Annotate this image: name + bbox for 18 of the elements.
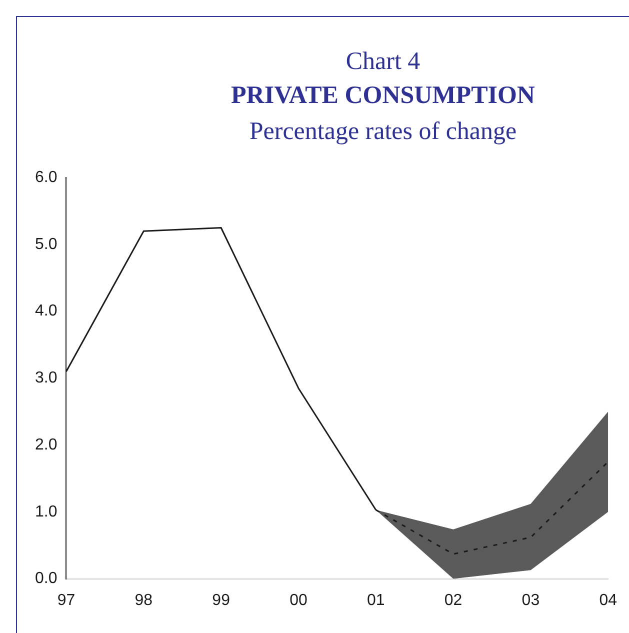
chart-title: PRIVATE CONSUMPTION [230, 82, 536, 110]
y-tick-label: 6.0 [34, 169, 58, 186]
y-tick-label: 0.0 [34, 570, 58, 588]
x-tick-label: 98 [134, 592, 153, 609]
caption: Chart 4 [344, 48, 422, 76]
x-tick-label: 97 [57, 592, 76, 609]
y-tick-label: 4.0 [34, 302, 58, 320]
y-tick-label: 5.0 [34, 236, 58, 253]
x-tick-label: 04 [599, 592, 618, 609]
x-tick-label: 03 [522, 592, 540, 609]
y-tick-label: 2.0 [34, 436, 58, 454]
y-tick-label: 3.0 [34, 370, 58, 387]
x-tick-label: 01 [366, 592, 385, 609]
x-tick-label: 99 [212, 592, 230, 609]
y-tick-label: 1.0 [34, 503, 58, 520]
x-tick-label: 02 [444, 592, 462, 609]
chart-subtitle: Percentage rates of change [248, 118, 518, 146]
x-tick-label: 00 [290, 592, 308, 609]
